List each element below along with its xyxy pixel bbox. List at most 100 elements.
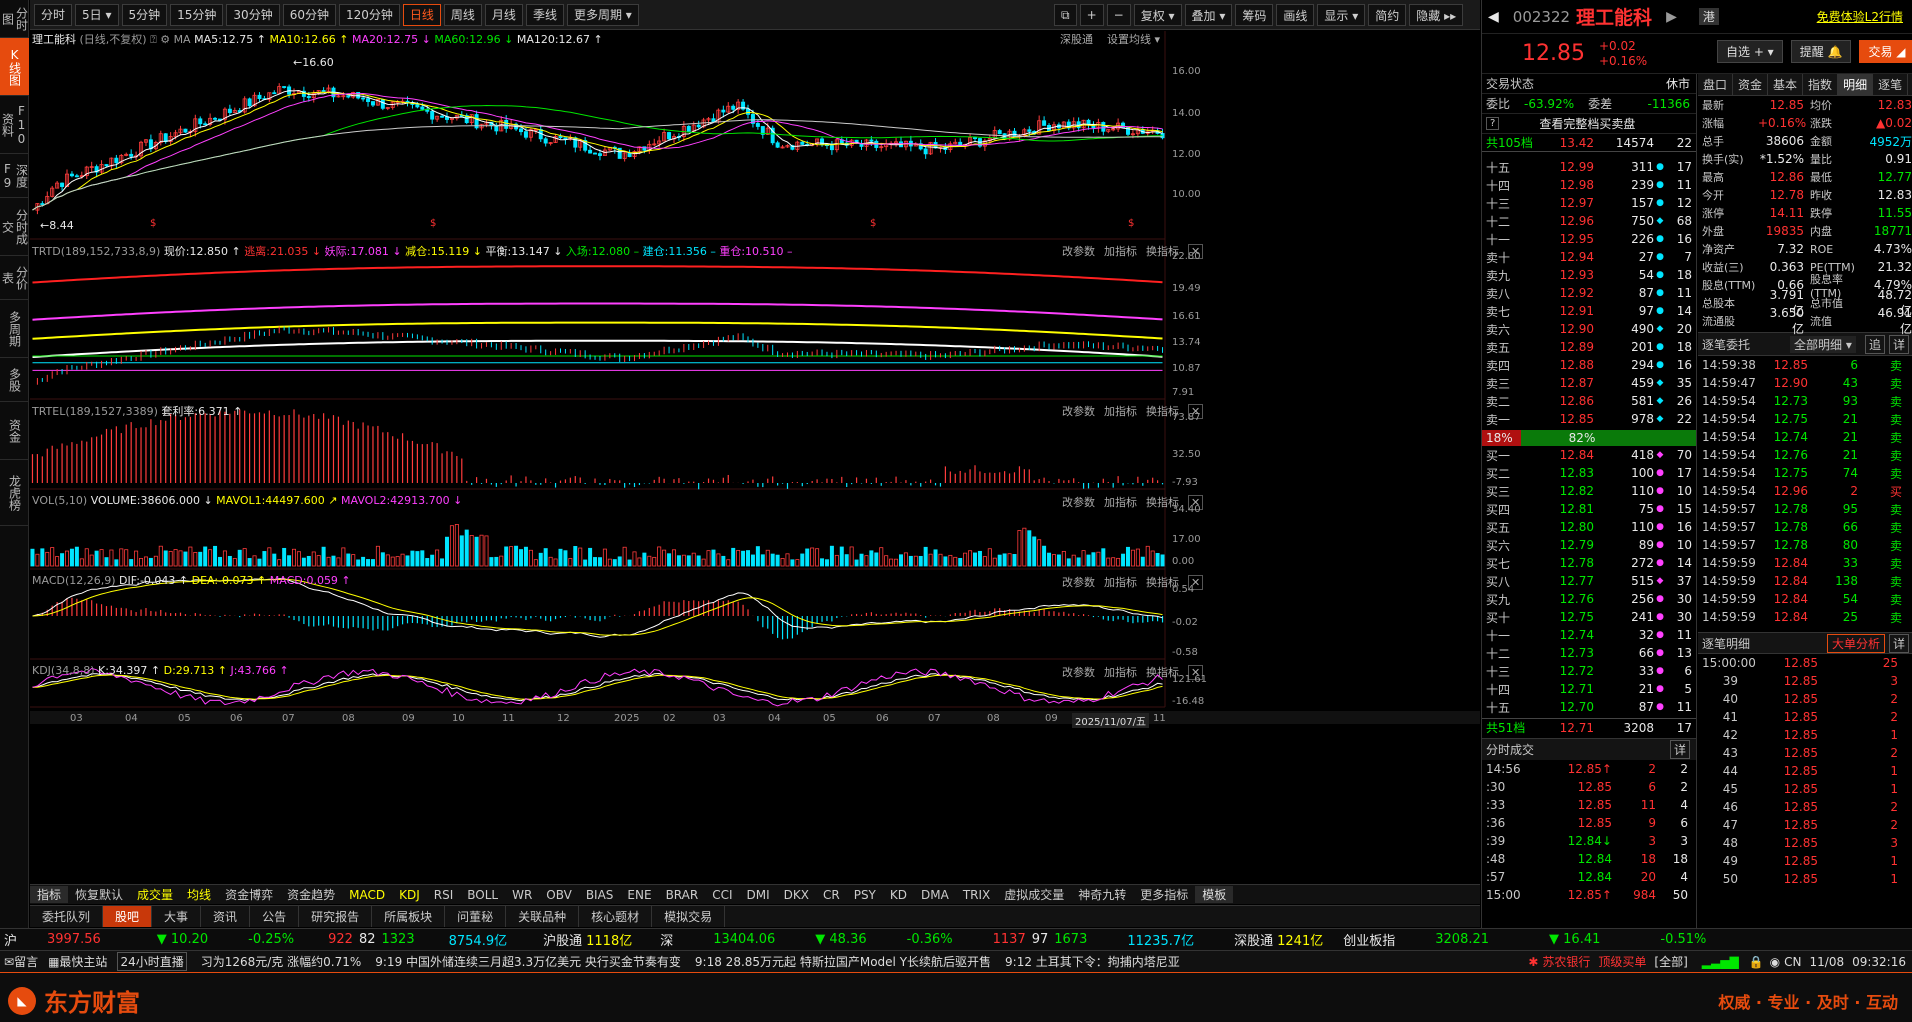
indicator-tab-7[interactable]: KDJ — [399, 887, 420, 902]
side-tab-5[interactable]: 分价表 — [0, 256, 29, 300]
chart-tool-4[interactable]: 显示 ▾ — [1317, 4, 1366, 26]
info-tab-7[interactable]: 问董秘 — [445, 906, 507, 927]
bid-row[interactable]: 买十 12.75 241 ● 30 — [1486, 610, 1692, 625]
side-tab-9[interactable]: 龙虎榜 — [0, 460, 29, 526]
period-4[interactable]: 30分钟 — [226, 3, 280, 26]
order-detail-button[interactable]: 详 — [1888, 334, 1909, 354]
bid-row[interactable]: 买七 12.78 272 ● 14 — [1486, 556, 1692, 571]
indicator-tab-20[interactable]: KD — [889, 887, 907, 902]
ask-row[interactable]: 卖二 12.86 581 ◆ 26 — [1486, 394, 1692, 409]
pane-ctrl-1[interactable]: 加指标 — [1104, 666, 1137, 679]
pane-ctrl-0[interactable]: 改参数 — [1062, 245, 1095, 258]
period-10[interactable]: 季线 — [525, 3, 564, 26]
chart-tool-0[interactable]: 复权 ▾ — [1133, 4, 1182, 26]
watchlist-button[interactable]: 自选 + ▾ — [1717, 40, 1783, 63]
side-tab-7[interactable]: 多股 — [0, 358, 29, 402]
info-tab-6[interactable]: 所属板块 — [372, 906, 446, 927]
sh-index-label[interactable]: 沪 — [4, 934, 18, 949]
side-tab-8[interactable]: 资金 — [0, 402, 29, 460]
period-8[interactable]: 周线 — [443, 3, 482, 26]
indicator-tab-24[interactable]: 神奇九转 — [1078, 888, 1127, 902]
big-order-analysis-button[interactable]: 大单分析 — [1826, 633, 1885, 653]
close-pane-icon[interactable]: ✕ — [1188, 244, 1204, 259]
indicator-tab-21[interactable]: DMA — [921, 887, 949, 902]
ask-row[interactable]: 卖五 12.89 201 ● 18 — [1486, 340, 1692, 355]
detail-tab-1[interactable]: 资金 — [1733, 73, 1769, 96]
ask-row[interactable]: 卖八 12.92 87 ● 11 — [1486, 286, 1692, 301]
trade-button[interactable]: 交易 ◢ — [1859, 40, 1912, 63]
bid-row[interactable]: 十五 12.70 87 ● 11 — [1486, 700, 1692, 715]
pane-ctrl-1[interactable]: 加指标 — [1104, 496, 1137, 509]
indicator-tab-11[interactable]: OBV — [546, 887, 572, 902]
close-pane-icon[interactable]: ✕ — [1188, 665, 1204, 680]
detail-tab-4[interactable]: 明细 — [1838, 73, 1874, 96]
close-pane-icon[interactable]: ✕ — [1188, 575, 1204, 590]
indicator-tab-25[interactable]: 更多指标 — [1140, 888, 1189, 902]
order-filter-select[interactable]: 全部明细 ▾ — [1790, 335, 1856, 353]
indicator-tab-12[interactable]: BIAS — [585, 887, 614, 902]
trade-detail-button[interactable]: 详 — [1888, 633, 1909, 653]
bid-row[interactable]: 买六 12.79 89 ● 10 — [1486, 538, 1692, 553]
info-tab-3[interactable]: 资讯 — [201, 906, 251, 927]
pane-ctrl-0[interactable]: 改参数 — [1062, 405, 1095, 418]
message-button[interactable]: 留言 — [14, 955, 39, 969]
fastest-server[interactable]: 最快主站 — [59, 955, 108, 969]
close-pane-icon[interactable]: ✕ — [1188, 404, 1204, 419]
chart-tool-5[interactable]: 简约 — [1368, 4, 1407, 26]
indicator-tab-5[interactable]: 资金趋势 — [287, 888, 336, 902]
hk-connect-label[interactable]: 深股通 — [1060, 33, 1093, 46]
ask-row[interactable]: 卖六 12.90 490 ◆ 20 — [1486, 322, 1692, 337]
ask-row[interactable]: 十三 12.97 157 ● 12 — [1486, 196, 1692, 211]
indicator-tab-8[interactable]: RSI — [433, 887, 454, 902]
chart-tool-1[interactable]: 叠加 ▾ — [1184, 4, 1233, 26]
indicator-tab-14[interactable]: BRAR — [665, 887, 699, 902]
bid-row[interactable]: 买九 12.76 256 ● 30 — [1486, 592, 1692, 607]
indicator-tab-1[interactable]: 恢复默认 — [75, 888, 124, 902]
period-9[interactable]: 月线 — [484, 3, 523, 26]
ask-row[interactable]: 十二 12.96 750 ◆ 68 — [1486, 214, 1692, 229]
help-icon[interactable]: ⍰ ⚙ — [150, 33, 171, 46]
ask-row[interactable]: 卖九 12.93 54 ● 18 — [1486, 268, 1692, 283]
zoom-out-icon[interactable]: − — [1106, 4, 1131, 26]
prev-stock-icon[interactable]: ◀ — [1488, 8, 1499, 25]
detail-tab-0[interactable]: 盘口 — [1698, 73, 1734, 96]
chinext-label[interactable]: 创业板指 — [1343, 934, 1396, 949]
period-11[interactable]: 更多周期 ▾ — [566, 3, 639, 26]
period-2[interactable]: 5分钟 — [121, 3, 168, 26]
indicator-tab-17[interactable]: DKX — [783, 887, 809, 902]
bid-row[interactable]: 买八 12.77 515 ◆ 37 — [1486, 574, 1692, 589]
side-tab-1[interactable]: K线图 — [0, 38, 29, 96]
bid-row[interactable]: 买五 12.80 110 ● 16 — [1486, 520, 1692, 535]
side-tab-4[interactable]: 分时成交 — [0, 198, 29, 256]
pane-ctrl-0[interactable]: 改参数 — [1062, 666, 1095, 679]
hk-sh-connect[interactable]: 沪股通 — [543, 934, 583, 949]
chart-tool-3[interactable]: 画线 — [1276, 4, 1315, 26]
news-item[interactable]: 9:19 中国外储连续三月超3.3万亿美元 央行买金节奏有变 — [375, 955, 681, 969]
chart-tool-2[interactable]: 筹码 — [1235, 4, 1274, 26]
indicator-tab-10[interactable]: WR — [512, 887, 533, 902]
detail-tab-3[interactable]: 指数 — [1803, 73, 1839, 96]
indicator-tab-2[interactable]: 成交量 — [137, 888, 174, 902]
set-ma-button[interactable]: 设置均线 ▾ — [1107, 33, 1161, 46]
indicator-tab-3[interactable]: 均线 — [187, 888, 212, 902]
side-tab-3[interactable]: 深度F9 — [0, 154, 29, 198]
side-tab-6[interactable]: 多周期 — [0, 300, 29, 358]
info-tab-8[interactable]: 关联品种 — [506, 906, 580, 927]
ask-row[interactable]: 卖四 12.88 294 ● 16 — [1486, 358, 1692, 373]
news-item[interactable]: 习为1268元/克 涨幅约0.71% — [200, 955, 362, 969]
period-5[interactable]: 60分钟 — [282, 3, 336, 26]
info-tab-2[interactable]: 大事 — [152, 906, 202, 927]
side-tab-0[interactable]: 分时图 — [0, 0, 29, 38]
chart-area[interactable]: $ $ $ $ 理工能科 (日线,不复权) ⍰ ⚙ MA MA5:12.75 ↑ MA… — [30, 31, 1480, 883]
period-1[interactable]: 5日 ▾ — [75, 3, 119, 26]
bid-row[interactable]: 买一 12.84 418 ◆ 70 — [1486, 448, 1692, 463]
indicator-tab-23[interactable]: 虚拟成交量 — [1004, 888, 1065, 902]
bid-row[interactable]: 十三 12.72 33 ● 6 — [1486, 664, 1692, 679]
tick-detail-button[interactable]: 详 — [1669, 740, 1690, 759]
indicator-tab-6[interactable]: MACD — [349, 887, 386, 902]
indicator-tab-26[interactable]: 模板 — [1195, 886, 1234, 903]
indicator-tab-22[interactable]: TRIX — [962, 887, 991, 902]
kline-chart-canvas[interactable]: $ $ $ $ — [30, 31, 1480, 883]
pane-ctrl-2[interactable]: 换指标 — [1146, 496, 1179, 509]
indicator-tab-15[interactable]: CCI — [712, 887, 733, 902]
